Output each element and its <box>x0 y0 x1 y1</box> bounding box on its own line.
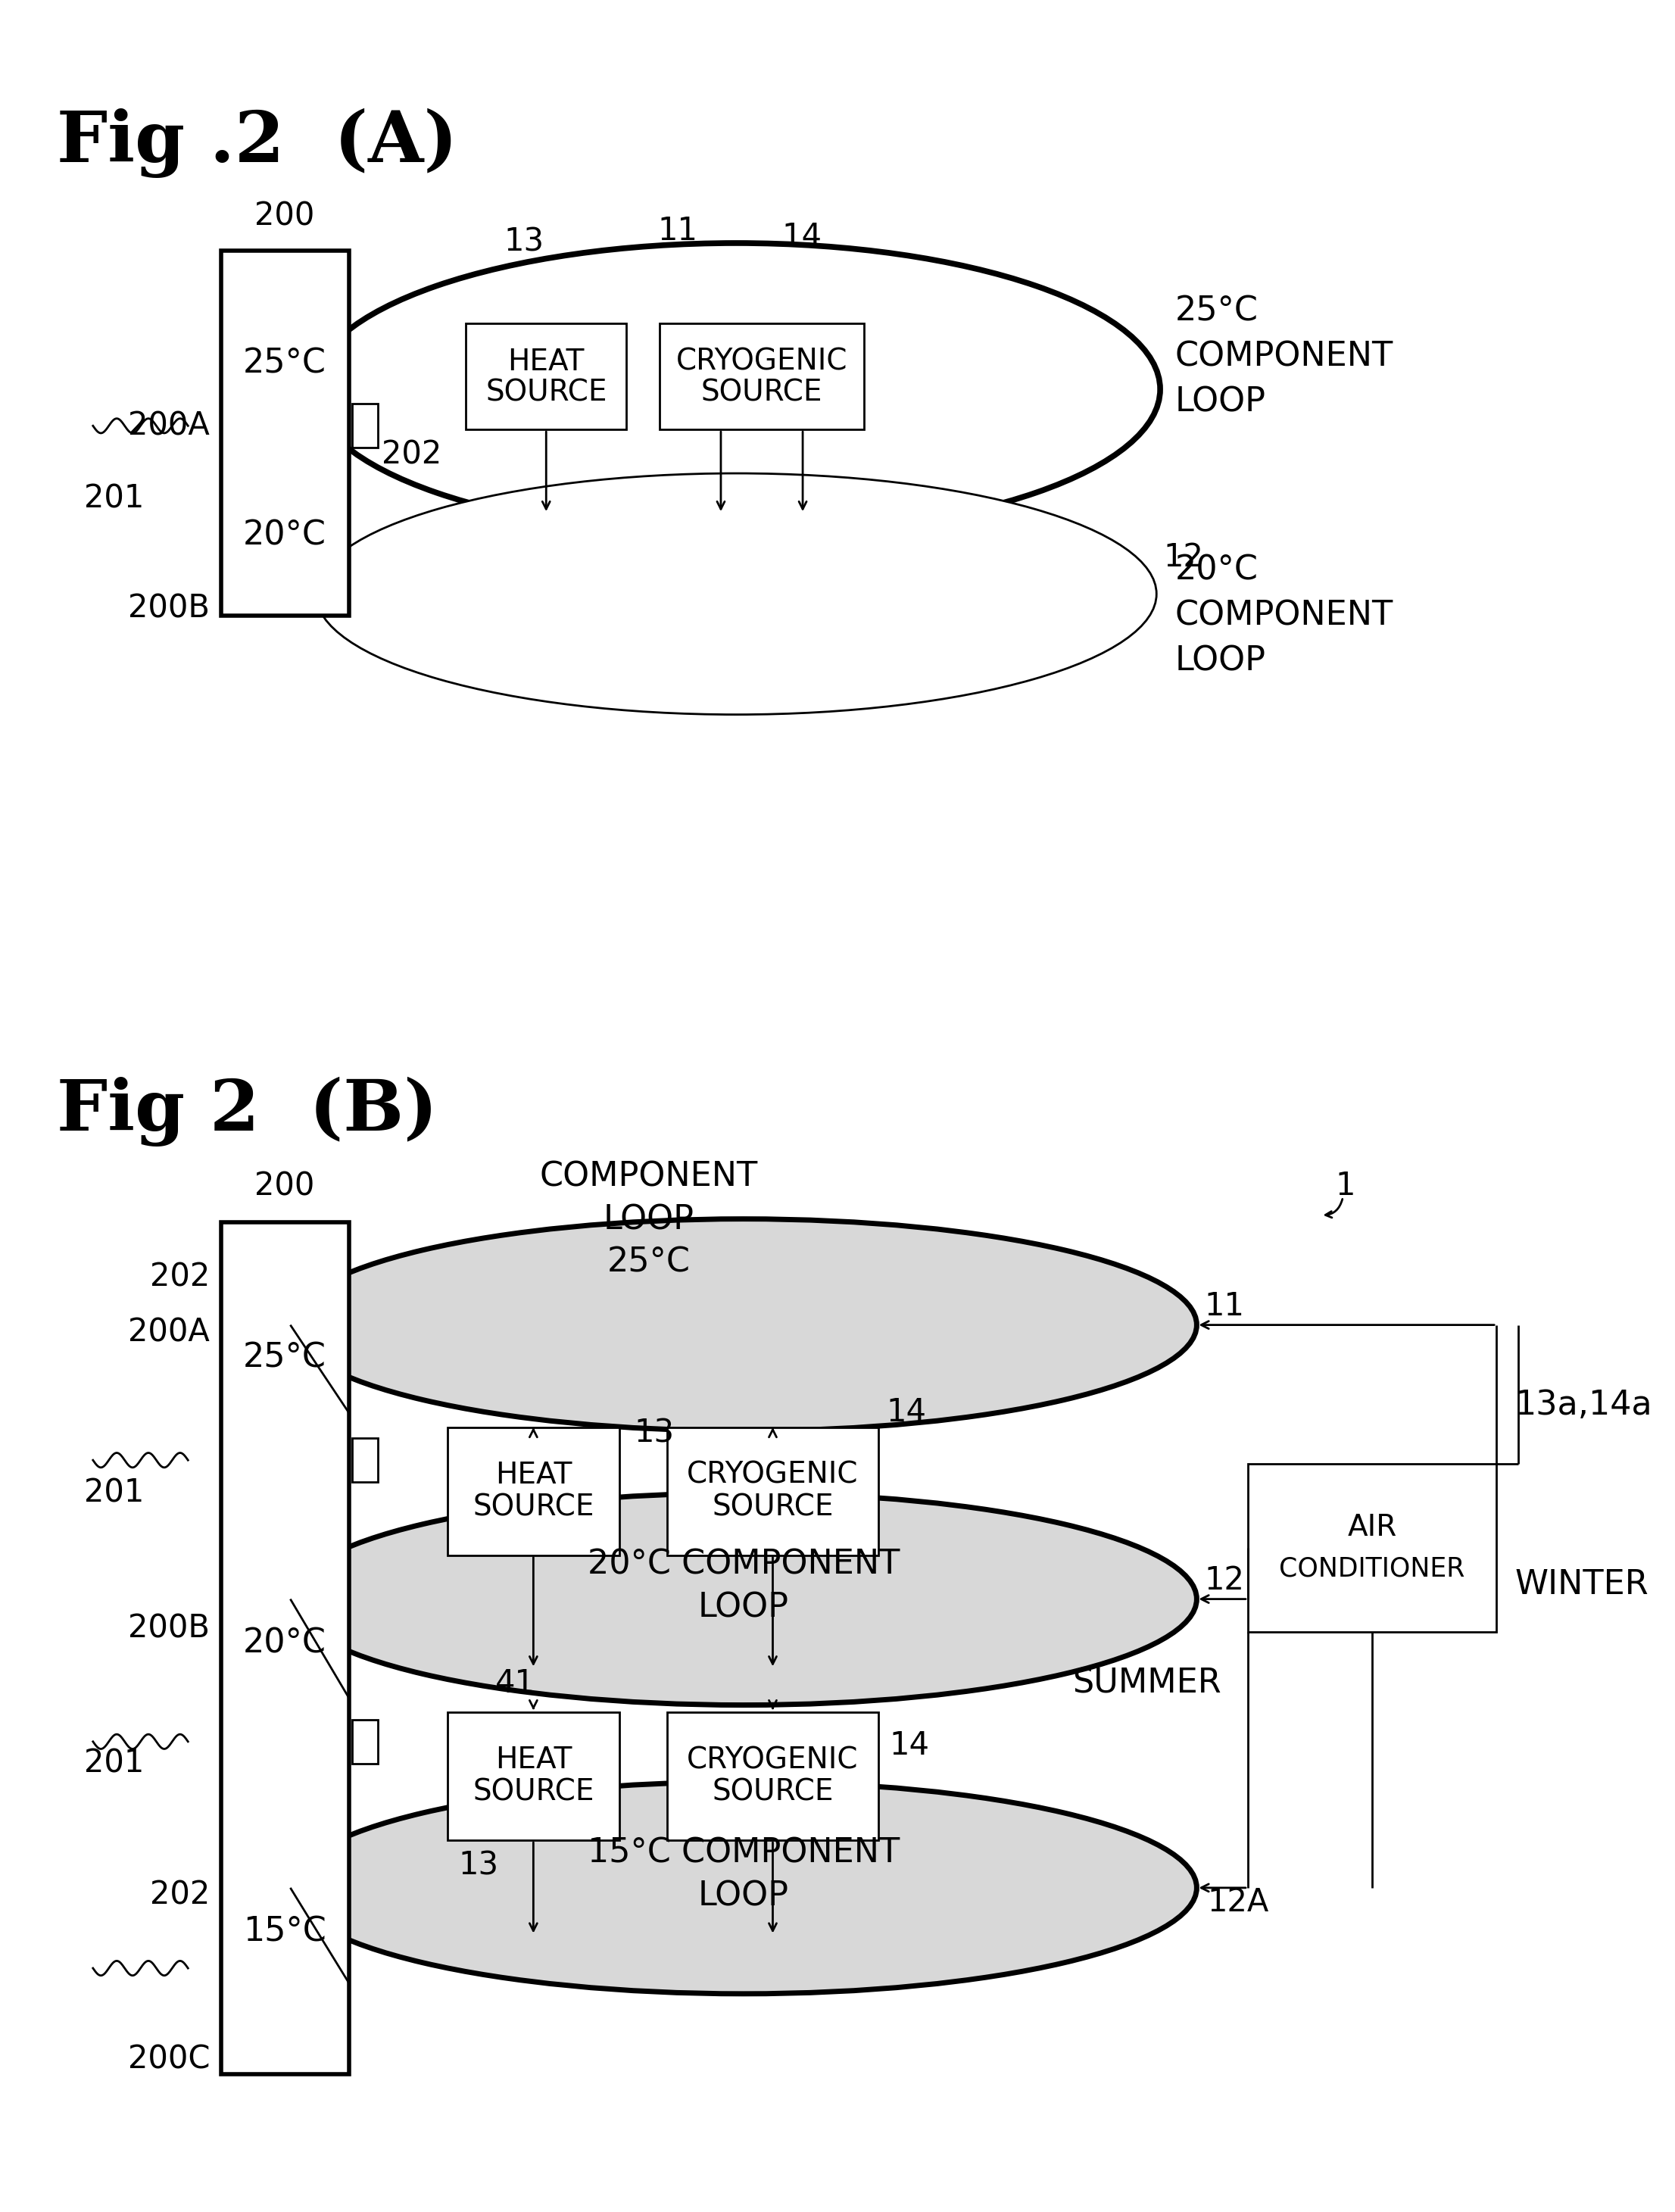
Text: 200B: 200B <box>129 1613 209 1644</box>
Text: Fig 2  (B): Fig 2 (B) <box>57 1077 437 1146</box>
Text: 1: 1 <box>1335 1170 1355 1201</box>
Text: 14: 14 <box>889 1730 930 1761</box>
Text: CONDITIONER: CONDITIONER <box>1280 1555 1466 1582</box>
Text: 20°C COMPONENT
LOOP: 20°C COMPONENT LOOP <box>588 1548 899 1624</box>
Text: SOURCE: SOURCE <box>702 378 822 407</box>
Text: 12: 12 <box>1164 542 1204 573</box>
Text: 202: 202 <box>149 1261 209 1294</box>
Text: 200C: 200C <box>127 2044 209 2075</box>
Text: SOURCE: SOURCE <box>472 1778 595 1807</box>
Ellipse shape <box>312 243 1161 535</box>
Text: 202: 202 <box>149 1880 209 1911</box>
Text: CRYOGENIC: CRYOGENIC <box>687 1745 859 1774</box>
Text: SOURCE: SOURCE <box>472 1493 595 1522</box>
Text: COMPONENT
LOOP
25°C: COMPONENT LOOP 25°C <box>539 1161 757 1279</box>
Bar <box>667 1427 879 1555</box>
Text: 20°C: 20°C <box>243 520 327 551</box>
Bar <box>1248 1464 1496 1632</box>
Text: SOURCE: SOURCE <box>486 378 606 407</box>
Text: CRYOGENIC: CRYOGENIC <box>677 347 848 376</box>
Text: 20°C
COMPONENT
LOOP: 20°C COMPONENT LOOP <box>1174 555 1394 677</box>
Bar <box>466 323 626 429</box>
Bar <box>660 323 864 429</box>
Ellipse shape <box>290 1493 1196 1705</box>
Text: 13: 13 <box>504 226 544 257</box>
Text: 14: 14 <box>886 1396 926 1429</box>
Text: 200B: 200B <box>129 593 209 624</box>
Text: CRYOGENIC: CRYOGENIC <box>687 1460 859 1489</box>
Text: 200A: 200A <box>129 1316 209 1347</box>
Text: AIR: AIR <box>1347 1513 1397 1542</box>
Text: 15°C COMPONENT
LOOP: 15°C COMPONENT LOOP <box>588 1836 899 1913</box>
Text: 200: 200 <box>255 1170 315 1201</box>
Bar <box>221 250 348 615</box>
Text: 13a,14a: 13a,14a <box>1514 1389 1652 1422</box>
Text: 201: 201 <box>84 482 144 515</box>
Text: 201: 201 <box>84 1478 144 1509</box>
Text: 200: 200 <box>255 201 315 232</box>
Text: 25°C: 25°C <box>243 1340 327 1374</box>
Text: 12A: 12A <box>1208 1887 1270 1918</box>
Ellipse shape <box>317 473 1156 714</box>
Text: SOURCE: SOURCE <box>712 1493 834 1522</box>
Text: 11: 11 <box>658 215 698 248</box>
Text: 20°C: 20°C <box>243 1626 327 1659</box>
Bar <box>667 1712 879 1840</box>
Bar <box>352 1719 377 1763</box>
Text: Fig .2  (A): Fig .2 (A) <box>57 108 457 177</box>
Text: 202: 202 <box>382 440 442 471</box>
Text: 11: 11 <box>1204 1292 1245 1323</box>
Bar <box>447 1712 620 1840</box>
Bar <box>221 1223 348 2075</box>
Text: 25°C
COMPONENT
LOOP: 25°C COMPONENT LOOP <box>1174 294 1394 418</box>
Text: SOURCE: SOURCE <box>712 1778 834 1807</box>
Text: 14: 14 <box>782 221 822 252</box>
Text: 12: 12 <box>1204 1564 1245 1597</box>
Text: SUMMER: SUMMER <box>1072 1668 1221 1699</box>
Text: 15°C: 15°C <box>243 1916 327 1949</box>
Text: HEAT: HEAT <box>508 347 585 376</box>
Text: 13: 13 <box>633 1418 673 1449</box>
Text: 13: 13 <box>459 1849 499 1882</box>
Text: HEAT: HEAT <box>496 1745 571 1774</box>
Text: WINTER: WINTER <box>1514 1568 1648 1601</box>
Text: 201: 201 <box>84 1747 144 1778</box>
Text: 200A: 200A <box>129 409 209 442</box>
Bar <box>352 405 377 447</box>
Text: 25°C: 25°C <box>243 347 327 380</box>
Ellipse shape <box>290 1783 1196 1993</box>
Text: HEAT: HEAT <box>496 1460 571 1489</box>
Bar <box>352 1438 377 1482</box>
Text: 41: 41 <box>496 1668 534 1699</box>
Bar <box>447 1427 620 1555</box>
Ellipse shape <box>290 1219 1196 1431</box>
